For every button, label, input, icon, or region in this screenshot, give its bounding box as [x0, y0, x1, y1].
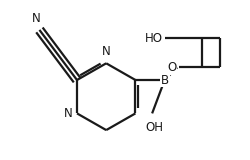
Text: N: N	[32, 12, 41, 25]
Text: O: O	[167, 61, 176, 74]
Text: HO: HO	[144, 32, 162, 45]
Text: N: N	[102, 45, 110, 58]
Text: N: N	[64, 107, 73, 120]
Text: B: B	[160, 73, 169, 87]
Text: OH: OH	[145, 121, 163, 134]
